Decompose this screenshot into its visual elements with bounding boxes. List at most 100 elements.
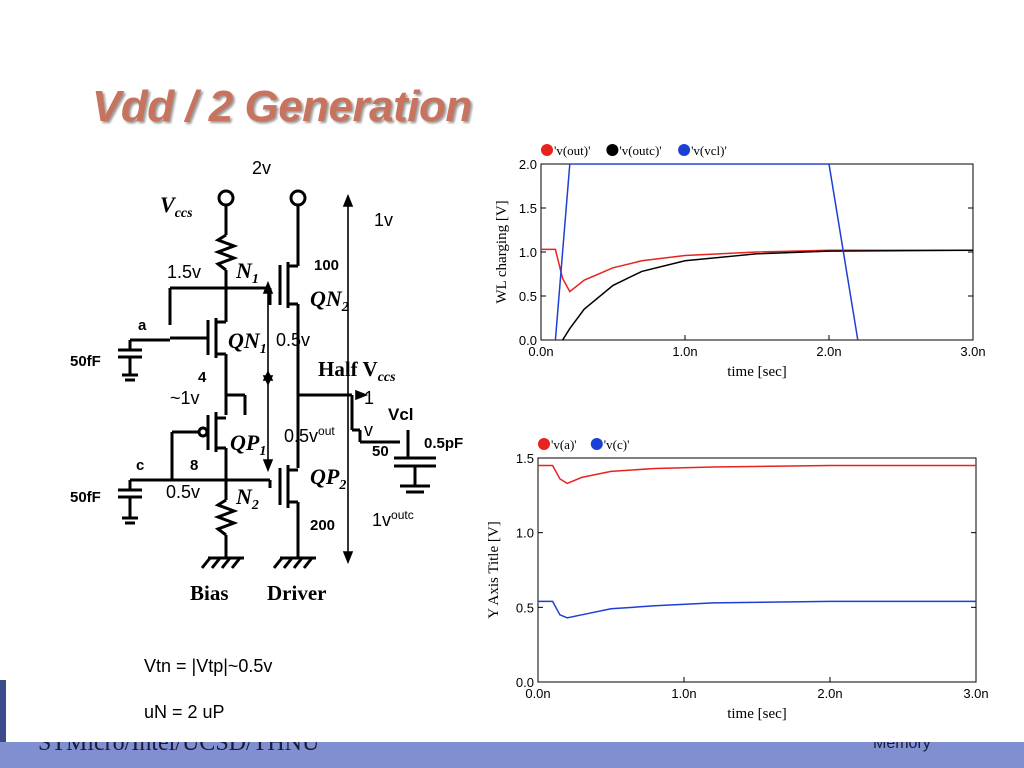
n2-sub: 2 [251, 498, 259, 513]
n1-sub: 1 [252, 272, 259, 287]
y-tick-label: 1.0 [516, 526, 534, 541]
circuit-schematic: Vccs N1 QN1 QN2 QP1 QP2 N2 Half Vccs Bia… [70, 189, 463, 605]
n2-label: N [235, 484, 253, 509]
y-axis-label: Y Axis Title [V] [486, 521, 502, 618]
legend-label: 'v(outc)' [619, 143, 661, 158]
annotation-0-5v-mid: 0.5v [276, 330, 311, 350]
slide-title: Vdd / 2 Generation [92, 82, 472, 131]
annotation-outc-sup: outc [391, 508, 414, 522]
x-tick-label: 2.0n [816, 344, 841, 359]
vccs-terminal-right [289, 189, 307, 207]
series-line [538, 464, 976, 485]
svg-text:Vccs: Vccs [160, 192, 193, 221]
vcl-label: Vcl [388, 405, 414, 424]
series-line [538, 600, 976, 619]
annotation-1-out: 1 [364, 388, 375, 408]
x-tick-label: 3.0n [963, 686, 988, 701]
node-c-label: c [136, 457, 144, 474]
y-tick-label: 0.5 [519, 289, 537, 304]
footer-left-text: STMicro/Intel/UCSD/THNU [38, 742, 320, 756]
svg-text:N2: N2 [235, 484, 259, 513]
qp1-label: QP [230, 430, 260, 455]
legend-label: 'v(a)' [551, 437, 577, 452]
x-axis-label: time [sec] [727, 364, 787, 380]
annotation-2v: 2v [252, 158, 272, 178]
note-vtn: Vtn = |Vtp|~0.5v [144, 656, 273, 676]
bias-label: Bias [190, 581, 229, 605]
cap-a-label: 50fF [70, 353, 101, 370]
n1-label: N [235, 258, 253, 283]
left-accent-bar [0, 680, 6, 742]
annotation-approx-1v: ~1v [170, 388, 200, 408]
legend-marker [606, 144, 619, 156]
legend-marker [541, 144, 553, 156]
series-line [561, 249, 973, 340]
legend-label: 'v(out)' [554, 143, 590, 158]
legend-label: 'v(vcl)' [691, 143, 727, 158]
qn1-label: QN [228, 328, 261, 353]
y-axis-label: WL charging [V] [494, 200, 510, 303]
svg-text:QN2: QN2 [310, 286, 349, 315]
x-tick-label: 2.0n [817, 686, 842, 701]
x-tick-label: 1.0n [671, 686, 696, 701]
resistor-value: 50 [372, 443, 389, 460]
vccs-sub: ccs [175, 206, 193, 221]
half-vccs-label: Half V [318, 357, 378, 381]
legend-marker [678, 144, 691, 156]
series-line [541, 248, 973, 293]
plot-frame [537, 457, 977, 683]
note-un: uN = 2 uP [144, 702, 225, 722]
svg-text:QP2: QP2 [310, 464, 346, 493]
x-tick-label: 0.0n [528, 344, 553, 359]
qp1-sub: 1 [259, 444, 266, 459]
resistor-n2 [213, 498, 239, 537]
x-tick-label: 3.0n [960, 344, 985, 359]
svg-text:QN1: QN1 [228, 328, 267, 357]
svg-text:N1: N1 [235, 258, 259, 287]
y-tick-label: 1.0 [519, 245, 537, 260]
y-tick-label: 1.5 [519, 201, 537, 216]
legend-label: 'v(c)' [604, 437, 630, 452]
qp1-size: 8 [190, 457, 198, 474]
qn1-size: 4 [198, 369, 207, 386]
legend-marker [590, 438, 603, 450]
annotation-1-5v: 1.5v [167, 262, 202, 282]
node-voltage-chart: 0.0 0.5 1.0 1.5 0.0n 1.0n 2.0n 3.0n time [sec] Y … [486, 437, 989, 722]
annotation-0-5v-out: 0.5vout [284, 424, 335, 447]
driver-label: Driver [267, 581, 326, 605]
qn1-sub: 1 [260, 342, 267, 357]
series-line [554, 164, 859, 340]
cap-c-label: 50fF [70, 489, 101, 506]
svg-text:Half Vccs: Half Vccs [318, 357, 396, 385]
qn2-sub: 2 [341, 300, 349, 315]
node-a-label: a [138, 317, 147, 334]
y-tick-label: 2.0 [519, 157, 537, 172]
resistor-n1 [213, 233, 239, 272]
svg-text:QP1: QP1 [230, 430, 266, 459]
x-tick-label: 1.0n [672, 344, 697, 359]
y-tick-label: 0.0 [516, 675, 534, 690]
annotation-v-out: v [364, 420, 373, 440]
x-axis-label: time [sec] [727, 706, 787, 722]
half-vccs-sub: ccs [378, 370, 396, 385]
y-tick-label: 0.5 [516, 600, 534, 615]
qn2-size: 100 [314, 257, 339, 274]
vccs-terminal-left [217, 189, 235, 207]
y-tick-label: 1.5 [516, 451, 534, 466]
vccs-label: V [160, 192, 177, 217]
annotation-out-sup: out [318, 424, 335, 438]
annotation-1v-outc-value: 1v [372, 510, 392, 530]
y-tick-label: 0.0 [519, 333, 537, 348]
x-tick-label: 0.0n [525, 686, 550, 701]
footer-bar: STMicro/Intel/UCSD/THNU Memory [0, 742, 1024, 768]
wl-charging-chart: 0.0 0.5 1.0 1.5 2.0 0.0n 1.0n 2.0n 3.0n time [sec… [494, 143, 986, 380]
qp2-sub: 2 [338, 478, 346, 493]
footer-right-text: Memory [873, 742, 931, 752]
legend-marker [538, 438, 550, 450]
annotation-1v-outc: 1voutc [372, 508, 414, 531]
annotation-0-5v-low: 0.5v [166, 482, 201, 502]
annotation-0-5v-out-value: 0.5v [284, 426, 319, 446]
qp2-label: QP [310, 464, 340, 489]
qn2-label: QN [310, 286, 343, 311]
qp2-size: 200 [310, 517, 335, 534]
